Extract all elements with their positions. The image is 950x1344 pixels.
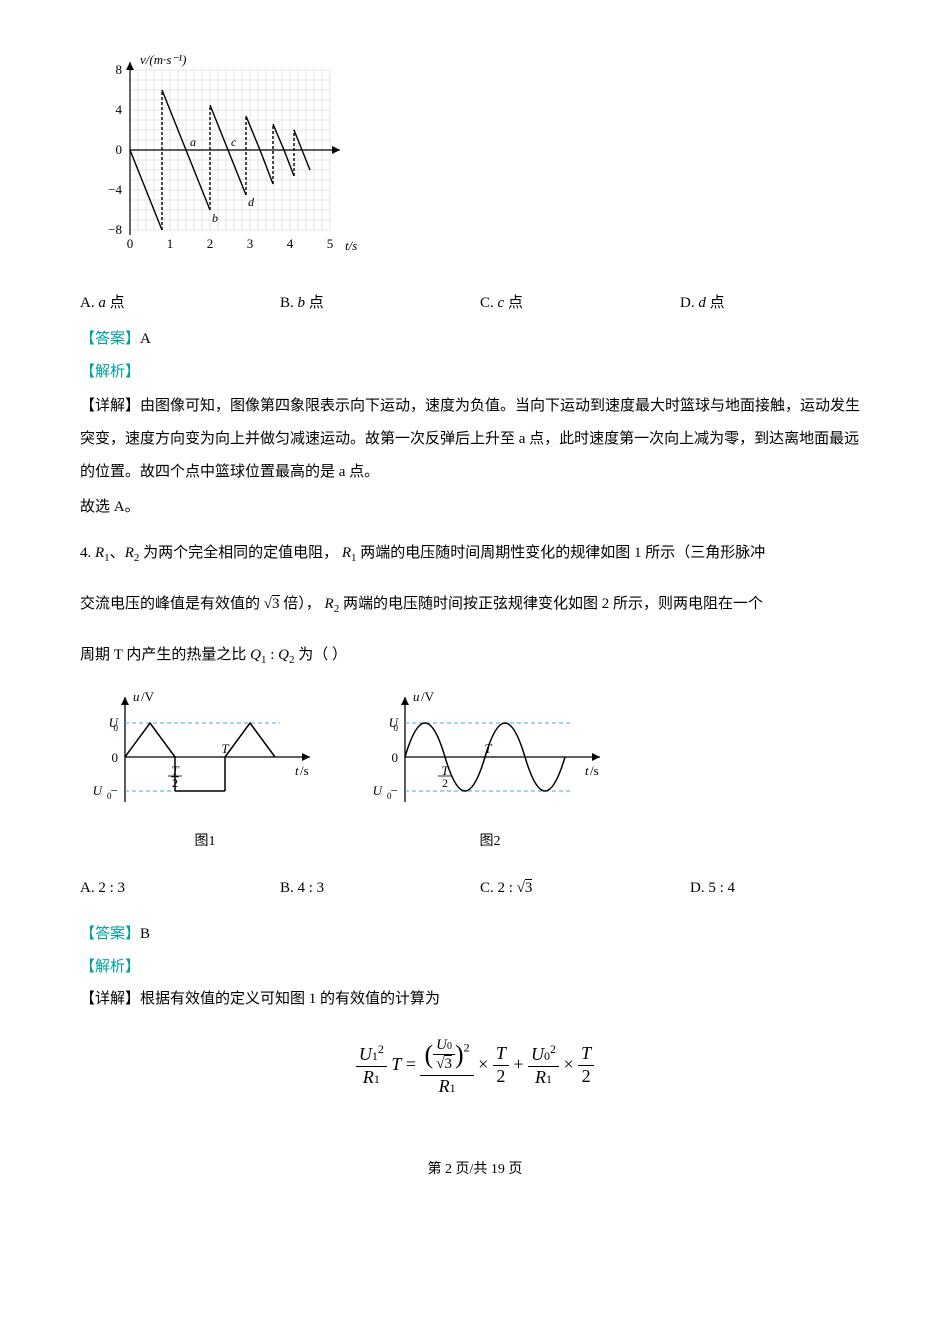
svg-text:/V: /V [141, 689, 155, 704]
equation: U12 R1 T = (U0√3)2 R1 × T 2 + U02 R1 × T… [80, 1034, 870, 1098]
q4-s3a: 周期 T 内产生的热量之比 [80, 647, 246, 663]
page-footer: 第 2 页/共 19 页 [80, 1157, 870, 1184]
q4-s2b: 倍）， [283, 596, 321, 612]
q3-analysis: 【解析】 [80, 358, 870, 387]
opt-a-val: 2 : 3 [98, 880, 125, 896]
svg-text:0: 0 [114, 723, 119, 733]
svg-text:1: 1 [167, 236, 174, 251]
svg-text:b: b [212, 211, 218, 225]
svg-text:T: T [484, 741, 492, 756]
svg-text:t/s: t/s [345, 238, 357, 253]
answer-label: 【答案】 [80, 331, 140, 347]
q4-options: A. 2 : 3 B. 4 : 3 C. 2 : √3 D. 5 : 4 [80, 874, 870, 903]
q3-opt-d: D. d 点 [680, 289, 880, 318]
svg-text:0: 0 [394, 723, 399, 733]
detail-label: 【详解】 [80, 398, 140, 414]
q4-s2c: 两端的电压随时间按正弦规律变化如图 2 所示，则两电阻在一个 [343, 596, 763, 612]
svg-text:0: 0 [387, 791, 392, 801]
opt-b-val: 4 : 3 [298, 880, 325, 896]
svg-text:a: a [190, 135, 196, 149]
q4-number: 4. [80, 545, 91, 561]
fig1-caption: 图1 [80, 829, 330, 856]
q4-analysis: 【解析】 [80, 953, 870, 982]
q4-s2a: 交流电压的峰值是有效值的 [80, 596, 260, 612]
svg-text:5: 5 [327, 236, 334, 251]
q3-detail: 【详解】由图像可知，图像第四象限表示向下运动，速度为负值。当向下运动到速度最大时… [80, 390, 870, 489]
answer-value-4: B [140, 926, 150, 942]
svg-text:d: d [248, 195, 255, 209]
svg-text:8: 8 [116, 62, 123, 77]
opt-d-val: 5 : 4 [708, 880, 735, 896]
q4-s3b: 为（ ） [298, 647, 347, 663]
svg-text:−: − [391, 783, 398, 798]
analysis-label-4: 【解析】 [80, 959, 140, 975]
svg-text:t: t [585, 763, 589, 778]
detail-text-4: 根据有效值的定义可知图 1 的有效值的计算为 [140, 991, 440, 1007]
svg-text:0: 0 [127, 236, 134, 251]
q4-stem-2: 交流电压的峰值是有效值的 √3 倍）， R2 两端的电压随时间按正弦规律变化如图… [80, 585, 870, 624]
svg-text:/V: /V [421, 689, 435, 704]
q4-s1b: 两端的电压随时间周期性变化的规律如图 1 所示（三角形脉冲 [360, 545, 765, 561]
svg-text:0: 0 [392, 750, 399, 765]
velocity-time-chart: grid 8 4 0 −4 −8 0 1 2 3 4 5 t/s v/(m·s⁻… [100, 50, 870, 271]
q4-answer: 【答案】B [80, 920, 870, 949]
q4-s1a: 为两个完全相同的定值电阻， [143, 545, 338, 561]
q3-conclusion: 故选 A。 [80, 493, 870, 522]
analysis-label: 【解析】 [80, 364, 140, 380]
q3-answer: 【答案】A [80, 325, 870, 354]
svg-text:0: 0 [107, 791, 112, 801]
figure-1: u/V t/s 0 U0 −U0 T 2 T 图1 [80, 687, 330, 856]
svg-text:−: − [111, 783, 118, 798]
opt-c-pre: 2 : [498, 880, 517, 896]
svg-text:u: u [133, 689, 140, 704]
svg-text:/s: /s [300, 763, 309, 778]
q3-options: A. a a 点点 B. b 点 C. c 点 D. d 点 [80, 289, 870, 318]
q4-detail: 【详解】根据有效值的定义可知图 1 的有效值的计算为 [80, 985, 870, 1014]
figure-2: u/V t/s 0 U0 −U0 T 2 T 图2 [360, 687, 620, 856]
q3-opt-a: A. a a 点点 [80, 289, 280, 318]
q4-opt-b: B. 4 : 3 [280, 874, 480, 903]
answer-value: A [140, 331, 151, 347]
svg-text:0: 0 [112, 750, 119, 765]
detail-text: 由图像可知，图像第四象限表示向下运动，速度为负值。当向下运动到速度最大时篮球与地… [80, 398, 860, 480]
svg-text:−8: −8 [108, 222, 122, 237]
svg-text:2: 2 [442, 776, 448, 790]
svg-text:2: 2 [172, 776, 178, 790]
q4-stem-1: 4. R1、R2 为两个完全相同的定值电阻， R1 两端的电压随时间周期性变化的… [80, 534, 870, 573]
q4-opt-d: D. 5 : 4 [690, 874, 890, 903]
q4-opt-a: A. 2 : 3 [80, 874, 280, 903]
svg-text:3: 3 [247, 236, 254, 251]
svg-text:0: 0 [116, 142, 123, 157]
q4-stem-3: 周期 T 内产生的热量之比 Q1 : Q2 为（ ） [80, 636, 870, 675]
detail-label-4: 【详解】 [80, 991, 140, 1007]
q3-opt-b: B. b 点 [280, 289, 480, 318]
svg-text:c: c [231, 135, 237, 149]
svg-text:4: 4 [287, 236, 294, 251]
fig2-caption: 图2 [360, 829, 620, 856]
svg-text:v/(m·s⁻¹): v/(m·s⁻¹) [140, 52, 187, 67]
svg-text:U: U [373, 783, 384, 798]
q4-opt-c: C. 2 : √3 [480, 874, 690, 903]
svg-text:/s: /s [590, 763, 599, 778]
q4-figures: u/V t/s 0 U0 −U0 T 2 T 图1 [80, 687, 870, 856]
svg-text:2: 2 [207, 236, 214, 251]
svg-text:T: T [221, 741, 229, 756]
svg-text:u: u [413, 689, 420, 704]
svg-text:t: t [295, 763, 299, 778]
svg-text:U: U [93, 783, 104, 798]
answer-label-4: 【答案】 [80, 926, 140, 942]
svg-text:4: 4 [116, 102, 123, 117]
q3-opt-c: C. c 点 [480, 289, 680, 318]
svg-text:−4: −4 [108, 182, 122, 197]
